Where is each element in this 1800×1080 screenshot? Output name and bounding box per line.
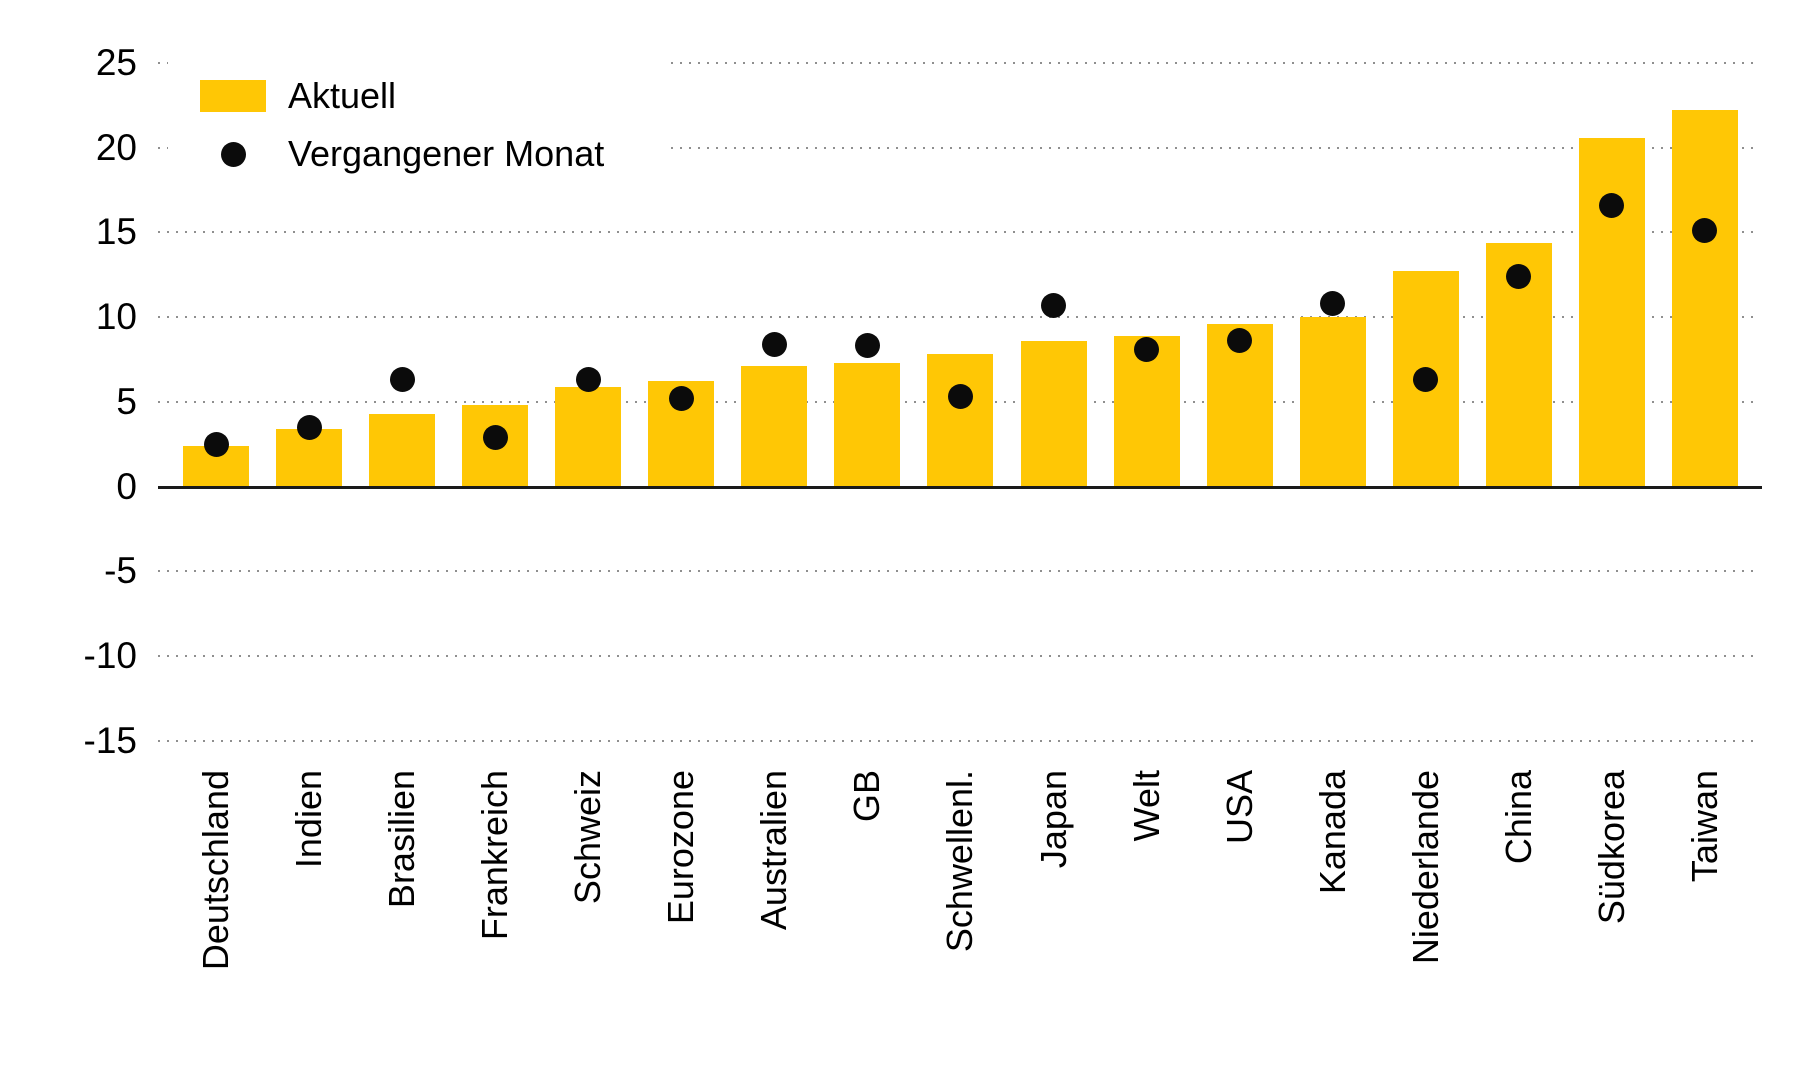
y-axis-label-20: 20 <box>95 126 137 168</box>
dot-Schwellenl. <box>947 384 973 410</box>
x-axis-label-Eurozone: Eurozone <box>660 770 702 925</box>
gridline-15 <box>158 231 1755 234</box>
legend-dot-box <box>200 141 266 167</box>
legend-dot-swatch <box>220 141 246 167</box>
gridline-25 <box>158 62 1755 64</box>
y-axis-label--5: -5 <box>104 550 137 592</box>
y-axis-label-0: 0 <box>116 465 137 507</box>
legend-swatch-box <box>200 80 266 112</box>
dot-GB <box>854 333 880 359</box>
y-axis-label-25: 25 <box>95 42 137 83</box>
dot-USA <box>1227 328 1253 354</box>
x-axis-label-Indien: Indien <box>288 770 330 869</box>
x-axis-label-Japan: Japan <box>1032 770 1074 869</box>
dot-Frankreich <box>482 424 508 450</box>
x-axis-label-Schwellenl.: Schwellenl. <box>939 770 981 953</box>
bar-Schweiz <box>555 386 622 487</box>
bar-Taiwan <box>1671 110 1738 487</box>
dot-Kanada <box>1320 291 1346 317</box>
y-axis-label-10: 10 <box>95 296 137 338</box>
legend-bar-swatch <box>200 80 266 112</box>
y-axis-label--10: -10 <box>83 634 137 676</box>
dot-Eurozone <box>668 385 694 411</box>
legend: Aktuell Vergangener Monat <box>168 50 668 188</box>
dot-Schweiz <box>575 367 601 393</box>
dot-Indien <box>296 414 322 440</box>
legend-label-vergangener-monat: Vergangener Monat <box>288 133 605 174</box>
x-axis-label-Schweiz: Schweiz <box>567 770 609 905</box>
x-axis-label-Kanada: Kanada <box>1311 770 1353 895</box>
x-axis-label-Welt: Welt <box>1125 770 1167 842</box>
bar-Australien <box>741 366 808 487</box>
x-axis-label-USA: USA <box>1218 770 1260 845</box>
y-axis-label-15: 15 <box>95 211 137 253</box>
dot-Taiwan <box>1692 218 1718 244</box>
x-axis-label-Brasilien: Brasilien <box>381 770 423 909</box>
bar-Kanada <box>1299 317 1366 487</box>
y-axis-label-5: 5 <box>116 380 137 422</box>
gridline-20 <box>158 146 1755 149</box>
dot-Südkorea <box>1599 192 1625 218</box>
dot-Australien <box>761 331 787 357</box>
legend-row-aktuell: Aktuell <box>200 75 397 116</box>
x-axis-label-China: China <box>1497 770 1539 865</box>
x-axis-label-Deutschland: Deutschland <box>195 770 236 971</box>
x-axis-label-Niederlande: Niederlande <box>1404 770 1446 965</box>
x-axis-label-Australien: Australien <box>753 770 795 931</box>
dot-China <box>1506 263 1532 289</box>
x-axis-label-GB: GB <box>846 770 888 823</box>
legend-row-vergangener-monat: Vergangener Monat <box>200 133 605 174</box>
gridline--5 <box>158 570 1755 573</box>
bar-Japan <box>1020 340 1087 487</box>
x-axis-label-Frankreich: Frankreich <box>474 770 516 941</box>
dot-Niederlande <box>1413 367 1439 393</box>
bar-Brasilien <box>369 413 436 487</box>
bar-Schwellenl. <box>927 354 994 487</box>
bar-GB <box>834 362 901 487</box>
dot-Brasilien <box>389 367 415 393</box>
gridline--15 <box>158 739 1755 742</box>
bar-Südkorea <box>1578 137 1645 487</box>
x-axis-label-Südkorea: Südkorea <box>1590 770 1632 925</box>
legend-label-aktuell: Aktuell <box>288 75 397 116</box>
x-axis-label-Taiwan: Taiwan <box>1683 770 1725 883</box>
y-axis-label--15: -15 <box>83 719 137 761</box>
gridline--10 <box>158 654 1755 657</box>
dot-Deutschland <box>203 431 229 457</box>
gridline-10 <box>158 316 1755 319</box>
dot-Welt <box>1134 336 1160 362</box>
dot-Japan <box>1041 292 1067 318</box>
x-axis-zero-line <box>158 485 1762 489</box>
